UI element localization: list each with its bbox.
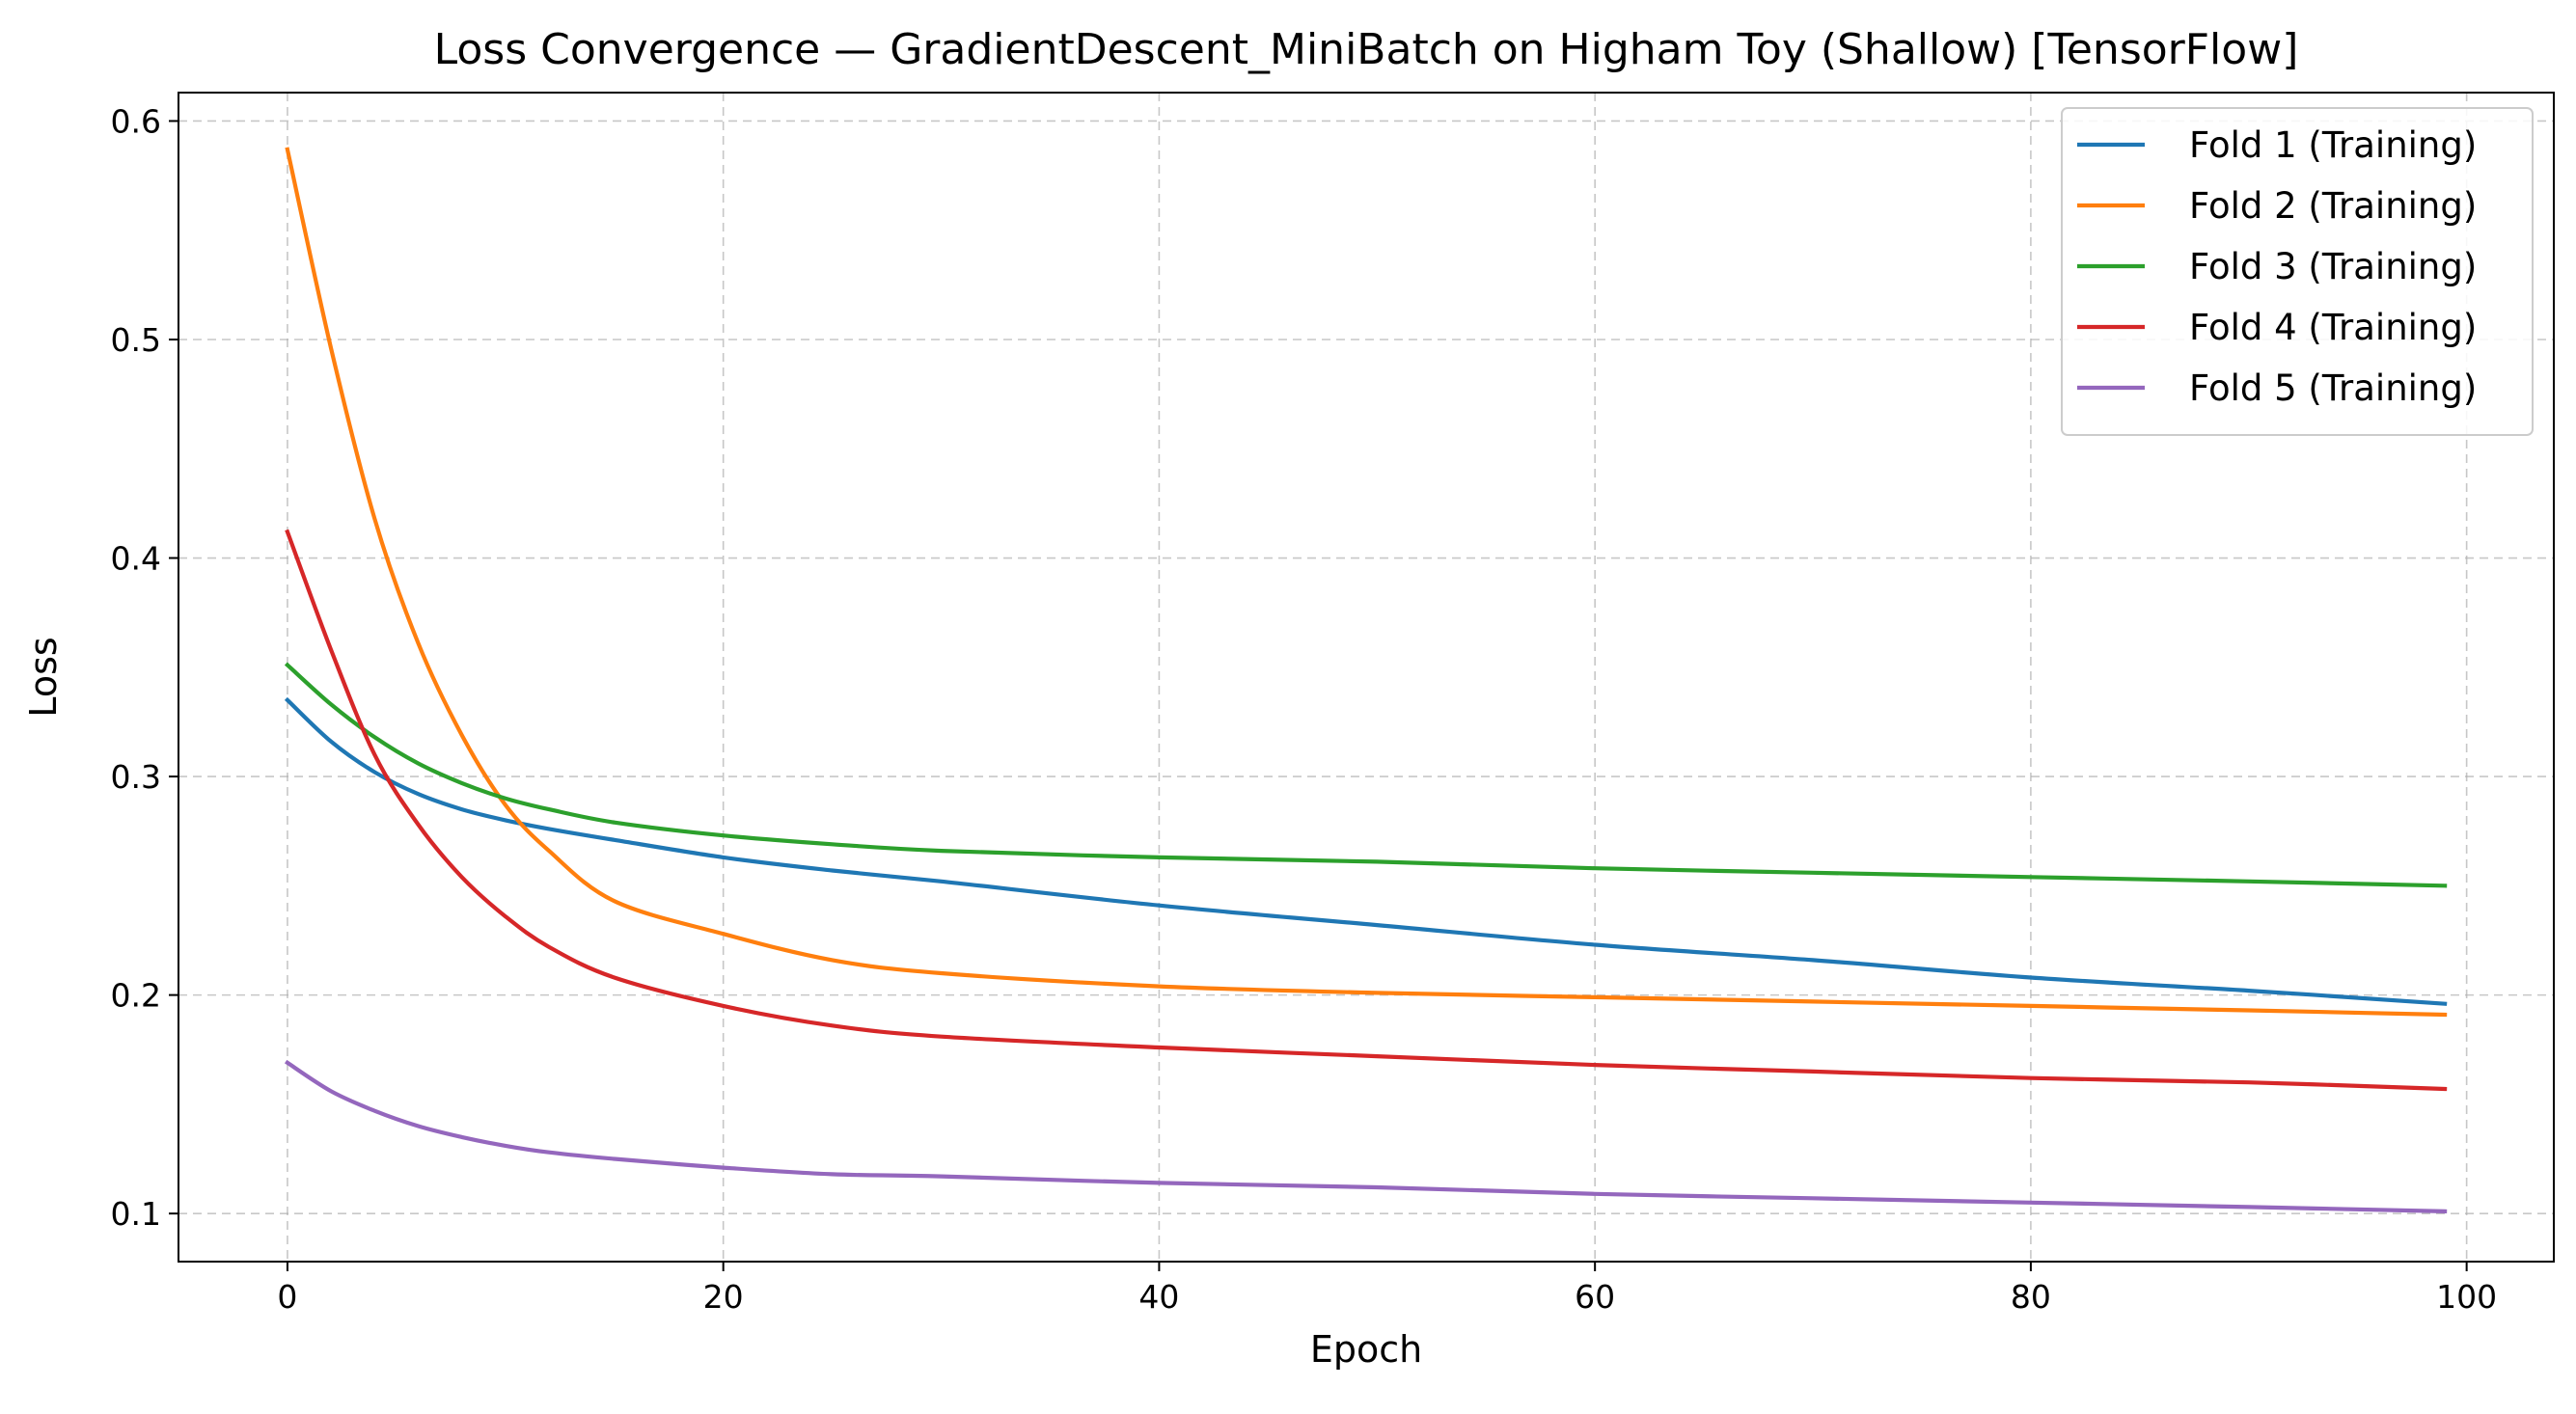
series-lines xyxy=(284,147,2448,1214)
y-tick-label: 0.5 xyxy=(111,321,161,359)
x-axis-label: Epoch xyxy=(1310,1328,1422,1371)
series-line-fold-1 xyxy=(284,696,2448,1006)
legend-label-fold-1: Fold 1 (Training) xyxy=(2189,124,2477,166)
legend-label-fold-5: Fold 5 (Training) xyxy=(2189,367,2477,409)
y-tick-label: 0.3 xyxy=(111,758,161,796)
series-line-fold-2 xyxy=(285,147,2448,1018)
legend: Fold 1 (Training) Fold 2 (Training) Fold 3… xyxy=(2061,107,2534,436)
y-axis-label: Loss xyxy=(22,637,65,717)
x-tick-label: 20 xyxy=(703,1278,744,1316)
x-tick-label: 80 xyxy=(2011,1278,2051,1316)
y-tick-label: 0.4 xyxy=(111,540,161,578)
legend-label-fold-3: Fold 3 (Training) xyxy=(2189,246,2477,287)
legend-box xyxy=(2061,107,2534,436)
chart-title: Loss Convergence — GradientDescent_MiniB… xyxy=(434,25,2299,74)
x-tick-label: 0 xyxy=(277,1278,297,1316)
x-tick-label: 40 xyxy=(1138,1278,1179,1316)
legend-label-fold-4: Fold 4 (Training) xyxy=(2189,307,2477,348)
series-line-fold-4 xyxy=(285,529,2448,1092)
series-line-fold-5 xyxy=(284,1059,2448,1214)
x-tick-label: 100 xyxy=(2436,1278,2497,1316)
ticks: 0 20 40 60 80 100 0.1 0.2 0.3 0.4 0.5 0.6 xyxy=(111,102,2498,1316)
y-tick-label: 0.1 xyxy=(111,1195,161,1233)
y-tick-label: 0.6 xyxy=(111,102,161,140)
legend-label-fold-2: Fold 2 (Training) xyxy=(2189,185,2477,227)
x-tick-label: 60 xyxy=(1575,1278,1615,1316)
axes-frame xyxy=(178,92,2555,1263)
series-line-fold-3 xyxy=(284,662,2448,888)
y-tick-label: 0.2 xyxy=(111,977,161,1015)
grid xyxy=(178,93,2554,1262)
